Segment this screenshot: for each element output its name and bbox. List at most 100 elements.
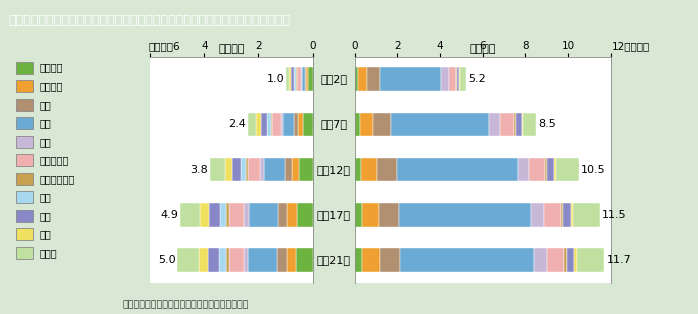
Text: 8.5: 8.5: [538, 119, 556, 129]
Text: （万人）6: （万人）6: [149, 41, 180, 51]
Bar: [297, 68, 302, 91]
Bar: [397, 158, 518, 181]
Text: 社会科学: 社会科学: [39, 81, 63, 91]
Bar: [292, 158, 299, 181]
Text: 第１－８－３図　専攻分野別にみた学生数（大学院（修士課程））の推移（性別）: 第１－８－３図 専攻分野別にみた学生数（大学院（修士課程））の推移（性別）: [8, 14, 290, 27]
Bar: [362, 158, 377, 181]
Bar: [500, 113, 514, 136]
Bar: [291, 68, 294, 91]
Text: 11.7: 11.7: [607, 255, 631, 265]
Bar: [256, 113, 260, 136]
Text: 12（万人）: 12（万人）: [612, 41, 650, 51]
FancyBboxPatch shape: [16, 99, 33, 111]
Bar: [355, 248, 362, 272]
Bar: [297, 248, 313, 272]
Bar: [272, 113, 281, 136]
Bar: [289, 68, 291, 91]
Bar: [306, 68, 308, 91]
Bar: [355, 158, 362, 181]
Bar: [225, 158, 232, 181]
Bar: [283, 113, 294, 136]
Bar: [248, 113, 256, 136]
Bar: [560, 203, 563, 226]
Bar: [244, 203, 249, 226]
Bar: [208, 248, 219, 272]
Bar: [279, 203, 288, 226]
Bar: [265, 158, 285, 181]
FancyBboxPatch shape: [16, 154, 33, 166]
Bar: [565, 248, 567, 272]
FancyBboxPatch shape: [16, 191, 33, 203]
Text: 4.9: 4.9: [161, 210, 179, 220]
Bar: [518, 158, 529, 181]
Bar: [366, 68, 380, 91]
Bar: [303, 113, 313, 136]
Bar: [355, 203, 362, 226]
Bar: [556, 158, 579, 181]
Text: 農学: 農学: [39, 137, 51, 147]
Bar: [524, 113, 536, 136]
Bar: [358, 68, 366, 91]
Bar: [299, 158, 313, 181]
FancyBboxPatch shape: [16, 117, 33, 129]
Bar: [399, 248, 535, 272]
Text: 平成21年: 平成21年: [317, 255, 350, 265]
Bar: [281, 113, 283, 136]
FancyBboxPatch shape: [16, 62, 33, 74]
Bar: [377, 158, 397, 181]
Bar: [244, 248, 248, 272]
Text: 工学: 工学: [39, 118, 51, 128]
Bar: [362, 203, 379, 226]
Bar: [355, 113, 360, 136]
Bar: [200, 203, 209, 226]
Bar: [302, 68, 304, 91]
Bar: [489, 113, 500, 136]
Bar: [573, 203, 600, 226]
Text: 平成12年: 平成12年: [317, 165, 350, 175]
Bar: [232, 158, 241, 181]
Bar: [456, 68, 459, 91]
Bar: [399, 203, 531, 226]
Bar: [241, 158, 246, 181]
Bar: [248, 158, 260, 181]
Text: 芸術: 芸術: [39, 229, 51, 239]
Bar: [278, 248, 287, 272]
Bar: [285, 158, 292, 181]
Bar: [379, 203, 399, 226]
Bar: [180, 203, 200, 226]
Bar: [297, 203, 313, 226]
FancyBboxPatch shape: [16, 246, 33, 259]
Text: 平成17年: 平成17年: [317, 210, 350, 220]
Bar: [285, 68, 289, 91]
FancyBboxPatch shape: [16, 209, 33, 222]
Text: 10.5: 10.5: [581, 165, 605, 175]
Bar: [535, 248, 547, 272]
Text: その他の保健: その他の保健: [39, 174, 75, 184]
Bar: [391, 113, 489, 136]
Bar: [441, 68, 449, 91]
Bar: [574, 248, 577, 272]
Text: 家政: 家政: [39, 192, 51, 202]
Bar: [514, 113, 516, 136]
FancyBboxPatch shape: [16, 173, 33, 185]
Bar: [229, 203, 244, 226]
Bar: [529, 158, 545, 181]
Text: 人文科学: 人文科学: [39, 63, 63, 73]
Text: 理学: 理学: [39, 100, 51, 110]
Bar: [246, 158, 248, 181]
Text: 平成7年: 平成7年: [320, 119, 347, 129]
Bar: [545, 158, 547, 181]
Bar: [294, 113, 298, 136]
Text: 5.0: 5.0: [158, 255, 176, 265]
Text: 医学・歯学: 医学・歯学: [39, 155, 68, 165]
Bar: [260, 113, 267, 136]
Bar: [271, 113, 272, 136]
FancyBboxPatch shape: [16, 136, 33, 148]
Bar: [248, 248, 278, 272]
Bar: [521, 113, 524, 136]
Text: 11.5: 11.5: [602, 210, 627, 220]
Bar: [362, 248, 380, 272]
Bar: [199, 248, 208, 272]
Text: 3.8: 3.8: [191, 165, 208, 175]
Text: 1.0: 1.0: [267, 74, 284, 84]
